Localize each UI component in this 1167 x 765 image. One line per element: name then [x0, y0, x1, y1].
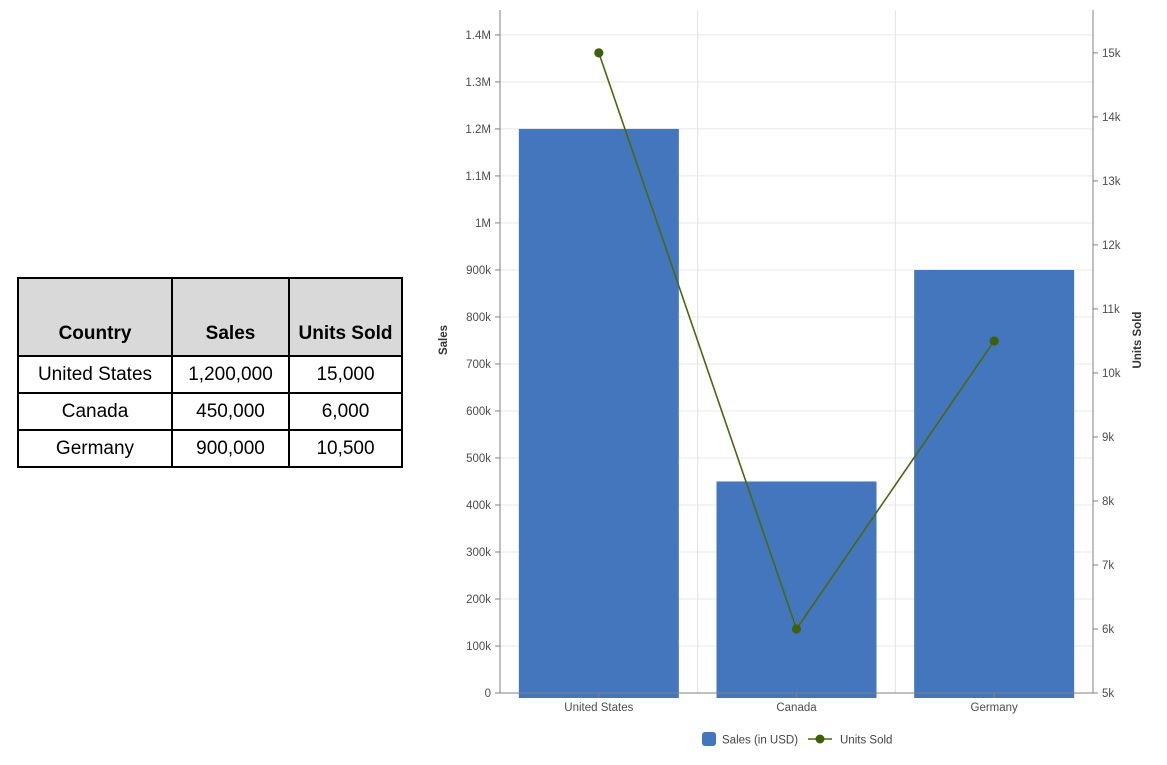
- point-united-states[interactable]: [594, 48, 604, 58]
- point-canada[interactable]: [791, 624, 802, 634]
- right-tick-label: 5k: [1102, 688, 1114, 700]
- legend-swatch-sales[interactable]: [702, 732, 716, 746]
- cell-sales: 1,200,000: [171, 355, 290, 394]
- x-axis-label: United States: [564, 702, 633, 714]
- left-tick-label: 100k: [466, 641, 491, 653]
- cell-units: 15,000: [288, 355, 403, 394]
- right-tick-label: 9k: [1102, 432, 1114, 444]
- left-tick-label: 1.3M: [465, 77, 491, 89]
- col-header-units-sold: Units Sold: [288, 277, 403, 357]
- bar-united-states[interactable]: [518, 128, 679, 699]
- legend-dot-units[interactable]: [815, 734, 825, 744]
- left-tick-label: 400k: [466, 500, 491, 512]
- left-tick-label: 800k: [466, 312, 491, 324]
- table-row: Canada 450,000 6,000: [17, 392, 403, 431]
- cell-units: 10,500: [288, 429, 403, 468]
- left-tick-label: 600k: [466, 406, 491, 418]
- cell-units: 6,000: [288, 392, 403, 431]
- point-germany[interactable]: [989, 336, 999, 346]
- cell-country: Germany: [17, 429, 173, 468]
- col-header-country: Country: [17, 277, 173, 357]
- right-tick-label: 6k: [1102, 624, 1114, 636]
- left-tick-label: 900k: [466, 265, 491, 277]
- left-tick-label: 1.1M: [465, 171, 491, 183]
- legend-label-sales[interactable]: Sales (in USD): [722, 735, 798, 747]
- cell-country: Canada: [17, 392, 173, 431]
- left-tick-label: 300k: [466, 547, 491, 559]
- right-axis-title: Units Sold: [1132, 312, 1144, 369]
- left-tick-label: 1M: [475, 218, 491, 230]
- table-header-row: Country Sales Units Sold: [17, 277, 403, 357]
- left-tick-label: 500k: [466, 453, 491, 465]
- col-header-sales: Sales: [171, 277, 290, 357]
- right-tick-label: 14k: [1102, 112, 1121, 124]
- legend-label-units[interactable]: Units Sold: [840, 735, 892, 747]
- left-tick-label: 0: [485, 688, 491, 700]
- x-axis-label: Canada: [776, 702, 817, 714]
- left-tick-label: 1.2M: [465, 124, 491, 136]
- right-tick-label: 10k: [1102, 368, 1121, 380]
- combo-chart: 0 100k 200k 300k 400k 500k 600k 700k 800k 900k 1M 1…: [438, 10, 1144, 747]
- table-row: Germany 900,000 10,500: [17, 429, 403, 468]
- right-tick-label: 15k: [1102, 48, 1121, 60]
- cell-country: United States: [17, 355, 173, 394]
- right-tick-label: 7k: [1102, 560, 1114, 572]
- right-tick-label: 8k: [1102, 496, 1114, 508]
- bar-canada[interactable]: [716, 481, 877, 698]
- bar-germany[interactable]: [914, 269, 1075, 698]
- right-tick-label: 11k: [1102, 304, 1120, 316]
- cell-sales: 450,000: [171, 392, 290, 431]
- left-tick-label: 1.4M: [465, 30, 491, 42]
- left-axis-title: Sales: [438, 325, 450, 355]
- sales-table: Country Sales Units Sold United States 1…: [17, 277, 403, 468]
- x-axis-label: Germany: [971, 702, 1019, 714]
- left-tick-label: 200k: [466, 594, 491, 606]
- right-tick-label: 12k: [1102, 240, 1121, 252]
- left-tick-label: 700k: [466, 359, 491, 371]
- cell-sales: 900,000: [171, 429, 290, 468]
- right-tick-label: 13k: [1102, 176, 1121, 188]
- table-row: United States 1,200,000 15,000: [17, 355, 403, 394]
